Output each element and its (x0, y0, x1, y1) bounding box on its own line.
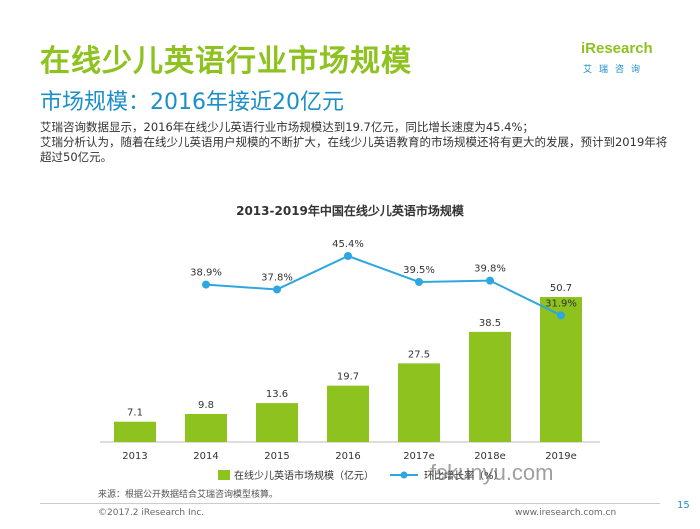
bar-label-2013: 7.1 (127, 408, 143, 419)
description-line-1: 艾瑞咨询数据显示，2016年在线少儿英语行业市场规模达到19.7亿元，同比增长速… (40, 120, 534, 134)
page-subtitle: 市场规模：2016年接近20亿元 (40, 90, 344, 115)
growth-rate-line (205, 254, 562, 317)
growth-point-2014 (202, 280, 210, 289)
source-note: 来源：根据公开数据结合艾瑞咨询模型核算。 (98, 490, 279, 500)
bar-label-2015: 13.6 (266, 389, 288, 400)
watermark-text: fskunyu.com (430, 460, 554, 485)
legend-bar-label: 在线少儿英语市场规模（亿元） (234, 469, 374, 482)
x-tick-label-2018e: 2018e (474, 451, 506, 462)
bar-2019e (540, 296, 582, 442)
x-tick-label-2014: 2014 (193, 451, 218, 462)
bar-label-2018e: 38.5 (479, 318, 501, 329)
logo-text: iResearch (581, 40, 653, 57)
logo-sub-text: 艾瑞咨询 (583, 65, 648, 75)
description: 艾瑞咨询数据显示，2016年在线少儿英语行业市场规模达到19.7亿元，同比增长速… (40, 120, 670, 165)
growth-label-2016: 45.4% (332, 239, 364, 250)
bar-2017e (398, 363, 440, 442)
growth-point-2017e (415, 277, 423, 286)
copyright-text: ©2017.2 iResearch Inc. (98, 508, 205, 518)
website-text: www.iresearch.com.cn (515, 508, 617, 518)
page-number: 15 (677, 500, 690, 511)
legend-line-label: 环比增长率（%） (424, 469, 504, 482)
bar-label-2014: 9.8 (198, 400, 214, 411)
x-tick-label-2017e: 2017e (403, 451, 435, 462)
growth-point-2016 (344, 252, 352, 260)
bar-2018e (469, 331, 511, 442)
page-title: 在线少儿英语行业市场规模 (40, 44, 412, 79)
x-tick-label-2019e: 2019e (545, 451, 577, 462)
legend-bar-swatch (218, 470, 230, 480)
iresearch-logo: iResearch 艾瑞咨询 (575, 40, 665, 80)
growth-label-2018e: 39.8% (474, 264, 506, 275)
growth-point-2019e (557, 311, 565, 320)
x-tick-label-2016: 2016 (335, 451, 360, 462)
x-tick-label-2015: 2015 (264, 451, 289, 462)
bar-label-2019e: 50.7 (550, 283, 572, 294)
description-line-2: 艾瑞分析认为，随着在线少儿英语用户规模的不断扩大，在线少儿英语教育的市场规模还将… (40, 135, 668, 164)
x-tick-label-2013: 2013 (122, 451, 147, 462)
growth-point-2015 (273, 285, 281, 294)
bar-label-2016: 19.7 (337, 372, 359, 383)
growth-label-2014: 38.9% (190, 268, 222, 279)
growth-point-2018e (486, 276, 494, 285)
bar-2016 (327, 385, 369, 442)
bar-2013 (114, 421, 156, 442)
growth-label-2017e: 39.5% (403, 265, 435, 276)
bar-2015 (256, 403, 298, 442)
growth-label-2019e: 31.9% (545, 298, 577, 309)
footer-divider (40, 503, 660, 504)
bar-label-2017e: 27.5 (408, 349, 430, 360)
chart-title: 2013-2019年中国在线少儿英语市场规模 (236, 203, 465, 218)
legend-line-marker (400, 471, 408, 479)
growth-label-2015: 37.8% (261, 272, 293, 283)
bar-2014 (185, 413, 227, 442)
